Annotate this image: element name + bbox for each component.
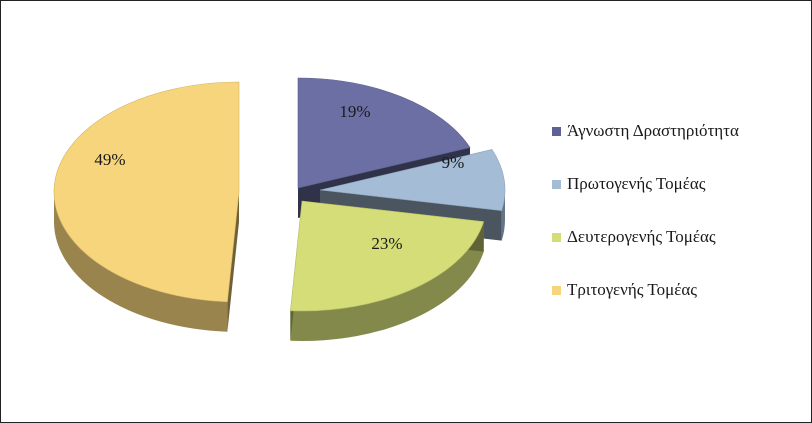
pie-slice-side (501, 190, 505, 241)
legend-label: Δευτερογενής Τομέας (567, 227, 716, 246)
legend-label: Πρωτογενής Τομέας (567, 174, 706, 193)
legend-item-unknown-activity: Άγνωστη Δραστηριότητα (552, 118, 802, 144)
pie-slice-side (290, 221, 484, 341)
legend-item-secondary-sector: Δευτερογενής Τομέας (552, 224, 802, 250)
legend-item-tertiary-sector: Τριτογενής Τομέας (552, 277, 802, 303)
pie-slice-top (53, 81, 240, 303)
pie-data-label: 19% (339, 102, 370, 121)
legend-swatch (552, 285, 561, 295)
pie-data-label: 9% (442, 153, 465, 172)
legend: Άγνωστη Δραστηριότητα Πρωτογενής Τομέας … (552, 118, 802, 330)
legend-label: Τριτογενής Τομέας (567, 280, 697, 299)
legend-item-primary-sector: Πρωτογενής Τομέας (552, 171, 802, 197)
pie-data-label: 23% (371, 234, 402, 253)
legend-swatch (552, 179, 561, 189)
legend-swatch (552, 126, 561, 136)
pie-slice-top (319, 149, 506, 211)
pie-slice-wall (227, 192, 239, 332)
pie-slice (290, 200, 485, 341)
pie-slice-top (290, 200, 485, 312)
pie-slice-side (54, 192, 228, 332)
pie-data-label: 49% (94, 150, 125, 169)
pie-slice (53, 81, 240, 332)
legend-swatch (552, 232, 561, 242)
legend-label: Άγνωστη Δραστηριότητα (567, 121, 739, 140)
pie-slice-top (297, 77, 471, 189)
